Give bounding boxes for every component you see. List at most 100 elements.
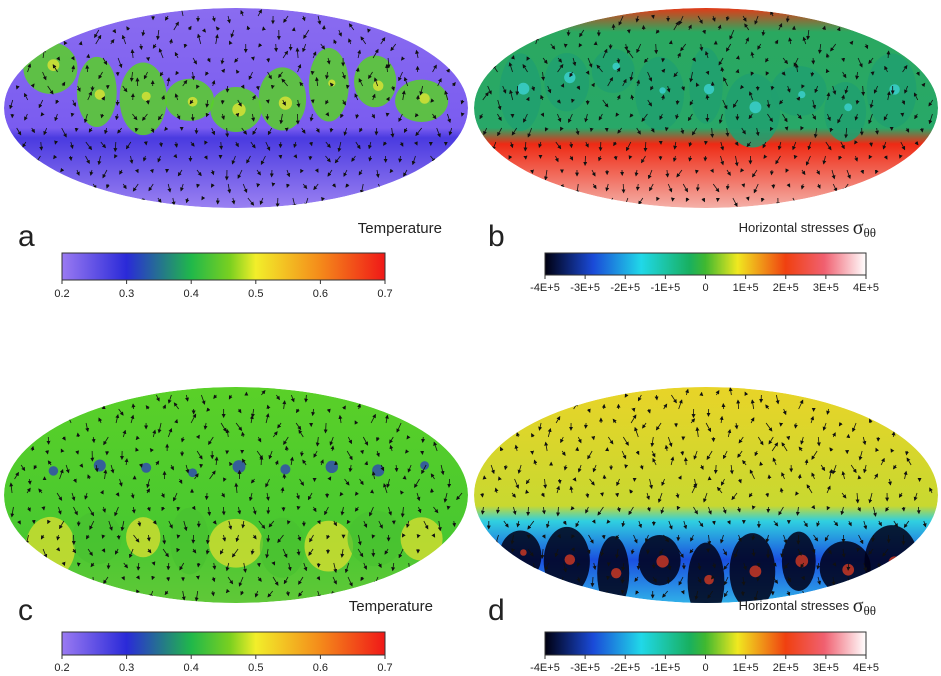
velocity-arrow (45, 450, 49, 455)
velocity-arrow (192, 57, 197, 65)
map-spot (889, 84, 900, 95)
velocity-arrow (189, 99, 194, 105)
velocity-arrow (788, 37, 793, 45)
velocity-arrow (86, 534, 90, 540)
velocity-arrow (782, 113, 788, 123)
velocity-arrow (368, 71, 373, 80)
velocity-arrow (421, 464, 427, 475)
velocity-arrow (378, 520, 383, 529)
velocity-arrow (283, 576, 289, 585)
velocity-arrow (572, 57, 577, 67)
colorbar-tick-label: 0.4 (184, 288, 199, 300)
velocity-arrow (816, 169, 820, 175)
velocity-arrow (281, 78, 288, 87)
velocity-arrow (857, 57, 863, 68)
velocity-arrow (135, 575, 140, 580)
velocity-arrow (617, 127, 623, 134)
velocity-arrow (571, 98, 575, 104)
velocity-arrow (303, 29, 310, 39)
velocity-arrow (173, 21, 179, 31)
velocity-arrow (30, 445, 35, 452)
velocity-arrow (302, 459, 307, 466)
velocity-arrow (638, 197, 644, 205)
velocity-arrow (161, 95, 165, 101)
velocity-arrow (341, 71, 346, 80)
velocity-arrow (928, 113, 933, 125)
velocity-arrow (157, 155, 162, 163)
velocity-arrow (354, 506, 359, 512)
velocity-arrow (725, 43, 732, 52)
velocity-arrow (713, 464, 718, 474)
velocity-arrow (663, 403, 668, 410)
velocity-arrow (246, 25, 251, 31)
velocity-arrow (175, 70, 180, 76)
velocity-arrow (71, 65, 76, 73)
velocity-arrow (542, 57, 548, 65)
velocity-arrow (279, 113, 284, 125)
velocity-arrow (241, 458, 247, 466)
colorbar-tick-label: 0.7 (377, 662, 392, 674)
velocity-arrow (586, 408, 591, 413)
velocity-arrow (400, 56, 406, 61)
velocity-arrow (146, 488, 150, 494)
map-cell (591, 49, 635, 94)
velocity-arrow (53, 154, 58, 160)
velocity-arrow (252, 506, 257, 515)
velocity-arrow (354, 93, 359, 101)
velocity-arrow (14, 471, 19, 480)
velocity-arrow (114, 506, 119, 517)
velocity-arrow (398, 155, 403, 163)
velocity-arrow (342, 405, 346, 410)
velocity-arrow (800, 126, 805, 131)
velocity-arrow (359, 183, 364, 195)
velocity-arrow (557, 478, 562, 485)
velocity-arrow (73, 506, 78, 516)
velocity-arrow (85, 141, 93, 151)
colorbar-tick-label: -1E+5 (651, 282, 681, 294)
velocity-arrow (460, 99, 465, 105)
velocity-arrow (414, 478, 420, 489)
velocity-arrow (171, 197, 176, 206)
velocity-arrow (250, 56, 255, 61)
velocity-arrow (699, 43, 704, 52)
velocity-arrow (720, 155, 725, 166)
colorbar-tick-label: 0.3 (119, 662, 134, 674)
velocity-arrow (145, 405, 150, 410)
velocity-arrow (89, 520, 95, 530)
velocity-arrow (377, 562, 382, 568)
velocity-arrow (624, 43, 629, 51)
velocity-arrow (793, 57, 799, 67)
velocity-arrow (829, 127, 834, 133)
velocity-arrow (164, 126, 169, 131)
velocity-arrow (854, 155, 859, 162)
velocity-arrow (417, 506, 422, 514)
velocity-arrow (786, 183, 791, 188)
map-spot (749, 565, 762, 578)
velocity-arrow (261, 26, 266, 31)
velocity-arrow (371, 534, 376, 539)
velocity-arrow (89, 169, 94, 176)
velocity-arrow (668, 40, 673, 45)
velocity-arrow (314, 76, 319, 87)
velocity-arrow (830, 43, 837, 52)
map-spot (141, 91, 151, 101)
velocity-arrow (779, 99, 784, 105)
velocity-arrow (61, 561, 66, 567)
velocity-arrow (882, 141, 887, 150)
map-cell (635, 56, 684, 131)
velocity-arrow (141, 29, 146, 37)
velocity-arrow (221, 113, 225, 120)
velocity-arrow (10, 506, 15, 518)
velocity-arrow (301, 127, 306, 134)
velocity-arrow (252, 534, 257, 540)
velocity-arrow (354, 491, 359, 496)
velocity-arrow (47, 460, 52, 466)
colorbar-tick-label: 0.6 (313, 662, 328, 674)
velocity-arrow (162, 548, 169, 558)
velocity-arrow (673, 141, 678, 150)
velocity-arrow (371, 471, 376, 480)
velocity-arrow (585, 141, 589, 148)
velocity-arrow (237, 169, 243, 179)
velocity-arrow (30, 83, 35, 88)
velocity-arrow (174, 141, 179, 148)
